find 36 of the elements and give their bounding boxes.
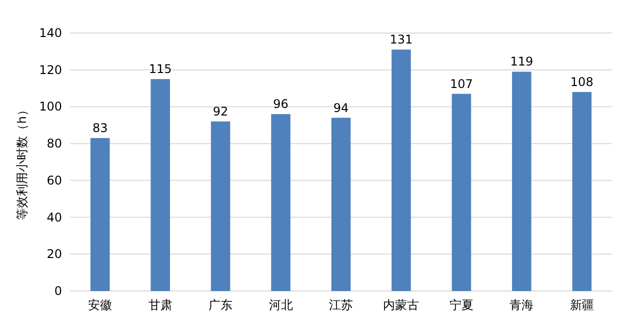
bar	[331, 118, 351, 291]
x-tick-label: 安徽	[88, 298, 112, 312]
data-label: 92	[212, 104, 228, 118]
x-tick-label: 新疆	[570, 298, 594, 312]
data-label: 131	[390, 32, 413, 47]
x-tick-label: 江苏	[329, 298, 353, 312]
data-label: 108	[570, 74, 594, 89]
y-axis-title: 等效利用小时数（h）	[15, 104, 29, 220]
bar	[210, 121, 230, 291]
y-tick-label: 20	[46, 247, 62, 262]
y-tick-label: 0	[54, 284, 62, 298]
x-tick-label: 河北	[268, 298, 293, 312]
bar	[90, 138, 110, 291]
y-tick-label: 100	[39, 100, 62, 114]
y-tick-label: 40	[46, 210, 62, 224]
bar	[150, 79, 170, 291]
data-label: 107	[450, 76, 473, 91]
data-label: 119	[510, 54, 534, 69]
data-label: 115	[148, 62, 172, 76]
x-tick-label: 广东	[208, 298, 233, 312]
x-tick-label: 宁夏	[449, 298, 474, 312]
x-tick-label: 青海	[510, 298, 534, 312]
bar	[572, 92, 592, 291]
bar	[392, 50, 411, 291]
data-label: 83	[92, 121, 108, 136]
bar	[512, 72, 532, 291]
x-tick-label: 甘肃	[148, 298, 172, 312]
y-tick-label: 60	[46, 173, 62, 188]
bar	[452, 94, 472, 291]
data-label: 94	[333, 100, 349, 115]
y-tick-label: 140	[39, 26, 62, 40]
bar	[271, 114, 290, 291]
data-label: 96	[273, 97, 288, 112]
x-tick-label: 内蒙古	[383, 298, 420, 312]
y-tick-label: 120	[39, 62, 62, 77]
y-tick-label: 80	[46, 136, 62, 151]
